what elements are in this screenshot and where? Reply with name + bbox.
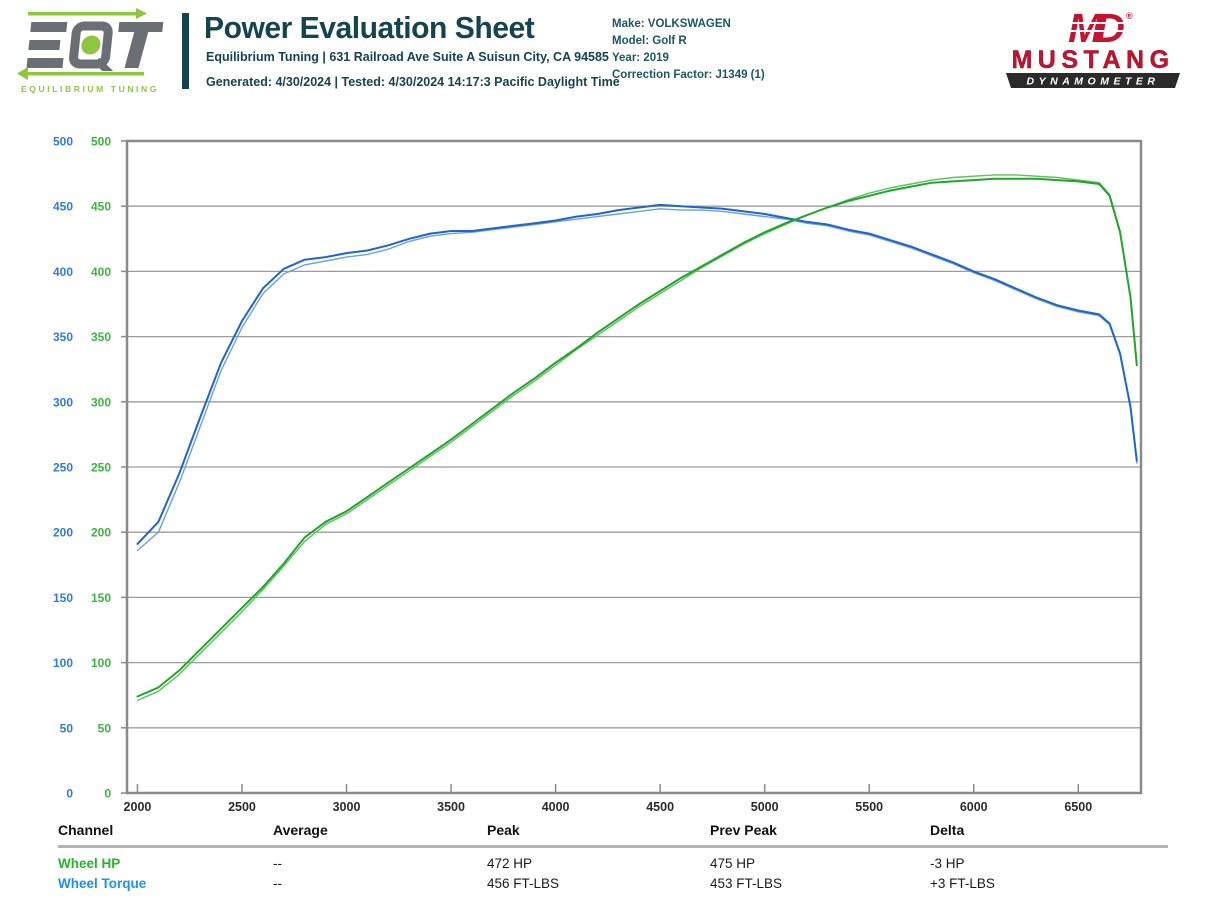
wheel-hp-average: --	[273, 856, 282, 871]
md-wordmark: MUSTANG	[1011, 46, 1174, 74]
x-label-3000: 3000	[333, 800, 361, 814]
wheel-torque-channel-label: Wheel Torque	[58, 876, 147, 891]
curve-wheel-torque-prev-	[136, 208, 1138, 552]
wheel-torque-delta: +3 FT-LBS	[930, 876, 995, 891]
col-header-prev-peak: Prev Peak	[710, 822, 777, 838]
y-label-hp-500: 500	[91, 135, 111, 149]
wheel-torque-average: --	[273, 876, 282, 891]
x-label-6000: 6000	[960, 800, 988, 814]
y-label-hp-250: 250	[91, 461, 111, 475]
header-divider-bar	[182, 13, 189, 89]
eqt-top-arrow	[28, 8, 147, 19]
eqt-logo: EQUILIBRIUM TUNING	[17, 8, 164, 94]
x-label-5000: 5000	[751, 800, 779, 814]
mustang-dynamometer-logo: MD ® MUSTANG DYNAMOMETER	[1006, 6, 1180, 88]
x-label-6500: 6500	[1064, 800, 1092, 814]
md-banner: DYNAMOMETER	[1006, 73, 1180, 88]
md-registered-mark: ®	[1126, 11, 1133, 21]
x-label-4000: 4000	[542, 800, 570, 814]
y-label-torque-200: 200	[53, 526, 73, 540]
wheel-hp-prev-peak: 475 HP	[710, 856, 756, 871]
curve-wheel-hp	[136, 177, 1138, 698]
y-label-hp-0: 0	[104, 787, 111, 801]
col-header-channel: Channel	[58, 822, 114, 838]
x-label-2000: 2000	[124, 800, 152, 814]
x-label-5500: 5500	[855, 800, 883, 814]
eqt-tagline: EQUILIBRIUM TUNING	[21, 84, 159, 94]
wheel-torque-peak: 456 FT-LBS	[487, 876, 560, 891]
y-label-torque-0: 0	[66, 787, 73, 801]
page-title: Power Evaluation Sheet	[204, 10, 535, 45]
y-label-torque-150: 150	[53, 591, 73, 605]
plot-border	[125, 139, 1143, 795]
y-label-torque-300: 300	[53, 395, 73, 409]
vehicle-year: Year: 2019	[612, 52, 669, 64]
vehicle-make: Make: VOLKSWAGEN	[612, 18, 731, 30]
y-label-torque-350: 350	[53, 330, 73, 344]
curve-wheel-hp-prev-	[136, 174, 1138, 702]
dyno-chart: 0 0 50 50 100 100 150 150 200 200 250 250 300 300 350 3…	[53, 135, 1143, 814]
y-label-hp-400: 400	[91, 265, 111, 279]
y-label-torque-500: 500	[53, 135, 73, 149]
eqt-bottom-arrow	[17, 67, 144, 80]
wheel-torque-prev-peak: 453 FT-LBS	[710, 876, 783, 891]
eqt-monogram	[26, 21, 164, 71]
vehicle-correction-factor: Correction Factor: J1349 (1)	[612, 69, 765, 81]
y-label-hp-150: 150	[91, 591, 111, 605]
y-label-hp-450: 450	[91, 200, 111, 214]
x-label-4500: 4500	[646, 800, 674, 814]
y-label-hp-50: 50	[98, 721, 112, 735]
wheel-hp-peak: 472 HP	[487, 856, 533, 871]
curve-wheel-torque	[136, 203, 1138, 545]
col-header-average: Average	[273, 822, 328, 838]
md-monogram-icon: MD ®	[1062, 6, 1133, 51]
y-label-torque-250: 250	[53, 461, 73, 475]
md-banner-text: DYNAMOMETER	[1027, 76, 1160, 88]
results-table: Channel Average Peak Prev Peak Delta Whe…	[58, 822, 1168, 894]
vehicle-model: Model: Golf R	[612, 35, 687, 47]
generated-line: Generated: 4/30/2024 | Tested: 4/30/2024…	[206, 75, 620, 89]
x-label-3500: 3500	[437, 800, 465, 814]
wheel-hp-delta: -3 HP	[930, 856, 965, 871]
svg-text:MD: MD	[1068, 6, 1124, 51]
wheel-hp-channel-label: Wheel HP	[58, 856, 121, 871]
x-label-2500: 2500	[228, 800, 256, 814]
y-label-hp-300: 300	[91, 395, 111, 409]
y-label-hp-200: 200	[91, 526, 111, 540]
y-label-torque-100: 100	[53, 656, 73, 670]
col-header-peak: Peak	[487, 822, 520, 838]
y-label-hp-350: 350	[91, 330, 111, 344]
col-header-delta: Delta	[930, 822, 965, 838]
y-label-hp-100: 100	[91, 656, 111, 670]
table-header-rule	[58, 845, 1168, 848]
address-line: Equilibrium Tuning | 631 Railroad Ave Su…	[206, 50, 609, 64]
y-label-torque-50: 50	[60, 721, 74, 735]
vehicle-info: Make: VOLKSWAGEN Model: Golf R Year: 201…	[612, 16, 765, 84]
y-label-torque-450: 450	[53, 200, 73, 214]
y-label-torque-400: 400	[53, 265, 73, 279]
